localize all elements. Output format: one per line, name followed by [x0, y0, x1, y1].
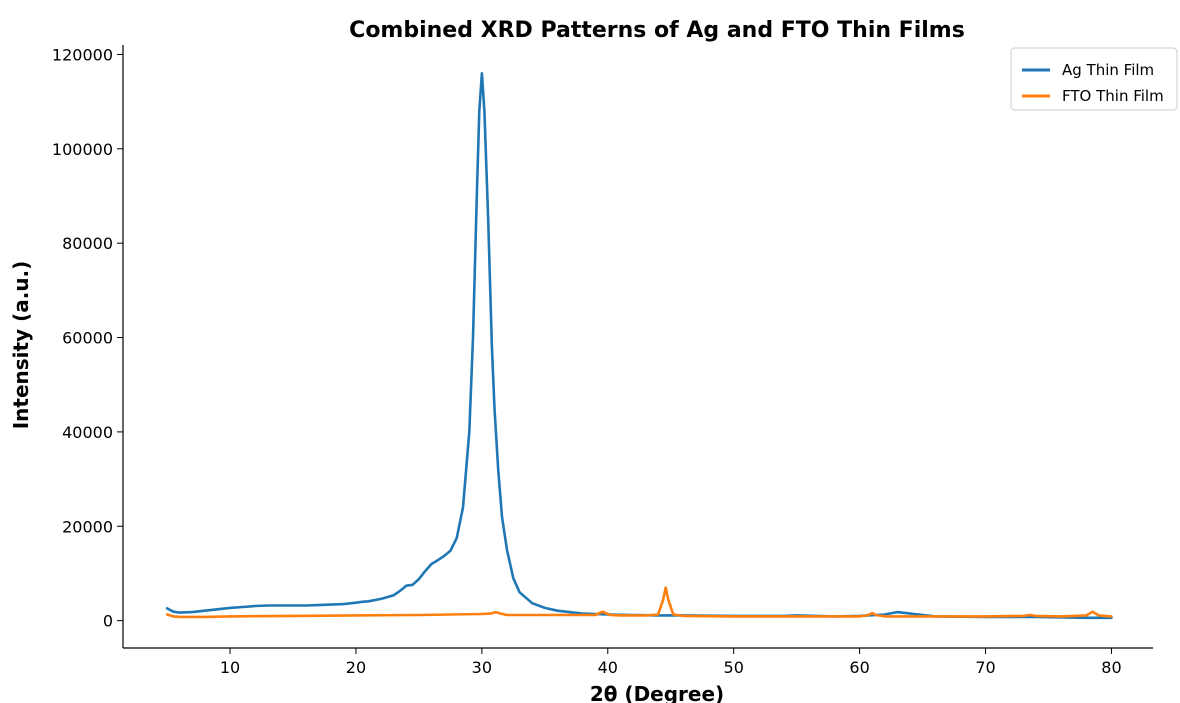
y-tick-label: 120000 [52, 45, 113, 64]
x-axis-label: 2θ (Degree) [590, 682, 724, 703]
y-tick-label: 20000 [62, 517, 113, 536]
axes: 10 20 30 40 50 60 70 80 0 20000 40000 60000 80000 100… [52, 45, 1153, 677]
y-axis-label: Intensity (a.u.) [9, 261, 33, 430]
legend-label-fto: FTO Thin Film [1062, 87, 1164, 105]
legend: Ag Thin Film FTO Thin Film [1010, 47, 1178, 111]
x-tick-label: 20 [346, 658, 366, 677]
y-tick-label: 40000 [62, 423, 113, 442]
x-tick-label: 50 [724, 658, 744, 677]
y-tick-label: 60000 [62, 329, 113, 348]
chart-title: Combined XRD Patterns of Ag and FTO Thin… [349, 18, 965, 43]
legend-box [1010, 47, 1178, 111]
x-tick-label: 30 [472, 658, 492, 677]
y-tick-label: 80000 [62, 234, 113, 253]
series-layer [165, 72, 1113, 620]
legend-label-ag: Ag Thin Film [1062, 61, 1154, 79]
x-tick-label: 10 [220, 658, 240, 677]
x-tick-label: 40 [598, 658, 618, 677]
x-tick-label: 60 [849, 658, 869, 677]
y-tick-label: 0 [103, 612, 113, 631]
series-line-ag [165, 72, 1113, 620]
y-tick-label: 100000 [52, 140, 113, 159]
x-tick-label: 70 [975, 658, 995, 677]
series-line-fto [165, 586, 1113, 619]
x-tick-label: 80 [1101, 658, 1121, 677]
